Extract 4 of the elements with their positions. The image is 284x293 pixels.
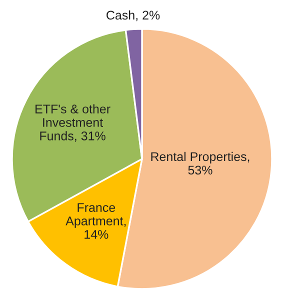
slice-label: France Apartment, 14% bbox=[66, 203, 126, 239]
slice-label: Cash, 2% bbox=[106, 10, 160, 22]
slice-label: Rental Properties, 53% bbox=[151, 152, 250, 175]
slice-label: ETF's & other Investment Funds, 31% bbox=[36, 104, 110, 142]
